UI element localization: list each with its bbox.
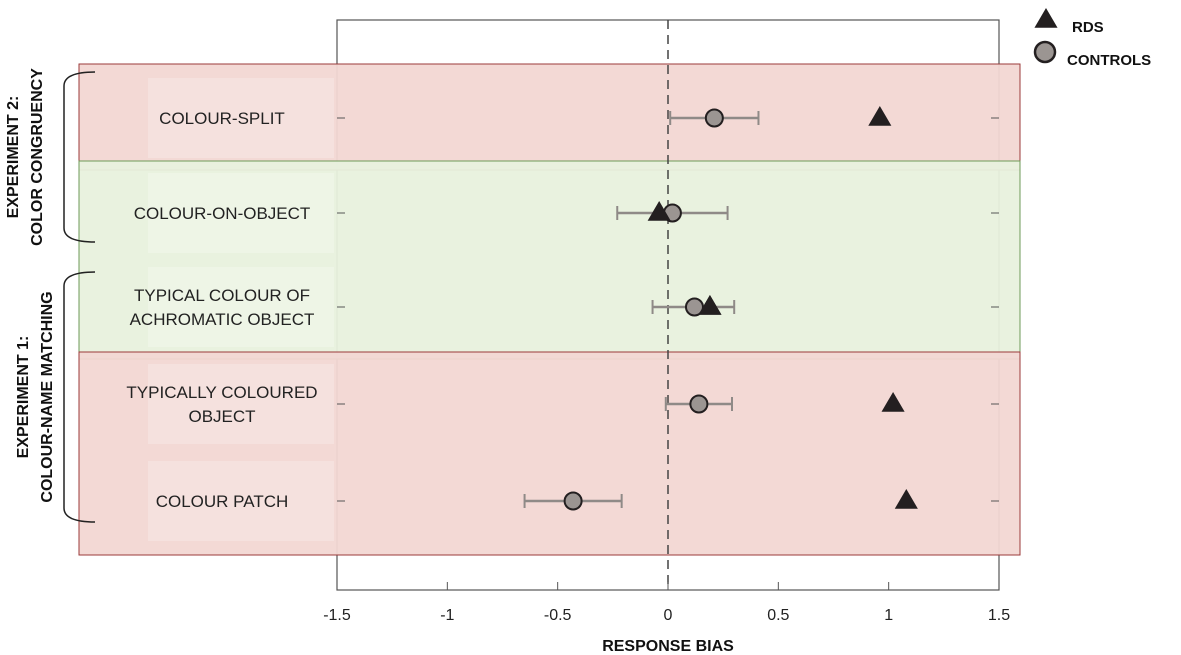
group-label: EXPERIMENT 2: [5, 96, 22, 219]
x-tick-label: 0.5 [767, 607, 789, 624]
background-band-0 [78, 63, 1021, 171]
group-label: COLOR CONGRUENCY [29, 68, 46, 246]
group-bracket [63, 271, 96, 523]
category-label: COLOUR-ON-OBJECT [134, 204, 311, 223]
category-label-box [148, 364, 334, 444]
x-tick-label: -1 [440, 607, 454, 624]
category-label-box [148, 267, 334, 347]
background-band-2 [78, 351, 1021, 556]
x-tick-label: 1 [884, 607, 893, 624]
x-tick-label: 0 [664, 607, 673, 624]
category-label-box [148, 173, 334, 253]
legend-rds-label: RDS [1072, 19, 1104, 36]
controls-point [704, 108, 724, 128]
x-tick-label: -0.5 [544, 607, 572, 624]
x-tick-label: -1.5 [323, 607, 351, 624]
legend-rds-marker [1034, 8, 1058, 28]
controls-point [689, 394, 709, 414]
rds-point [698, 295, 722, 315]
category-label: ACHROMATIC OBJECT [130, 310, 315, 329]
group-label: COLOUR-NAME MATCHING [39, 291, 56, 502]
category-label: OBJECT [188, 407, 255, 426]
controls-point [563, 491, 583, 511]
rds-point [868, 106, 892, 126]
category-label-box [148, 461, 334, 541]
rds-point [647, 201, 671, 221]
rds-point [881, 392, 905, 412]
x-tick-label: 1.5 [988, 607, 1010, 624]
legend-controls-label: CONTROLS [1067, 52, 1151, 69]
group-bracket [63, 71, 96, 243]
category-label: TYPICALLY COLOURED [126, 383, 317, 402]
category-label: COLOUR-SPLIT [159, 109, 285, 128]
background-band-1 [78, 160, 1021, 360]
legend-controls-marker [1033, 40, 1057, 64]
category-label: TYPICAL COLOUR OF [134, 286, 310, 305]
category-label: COLOUR PATCH [156, 492, 289, 511]
x-axis-title: RESPONSE BIAS [602, 638, 734, 655]
rds-point [894, 489, 918, 509]
category-label-box [148, 78, 334, 158]
group-label: EXPERIMENT 1: [15, 336, 32, 459]
